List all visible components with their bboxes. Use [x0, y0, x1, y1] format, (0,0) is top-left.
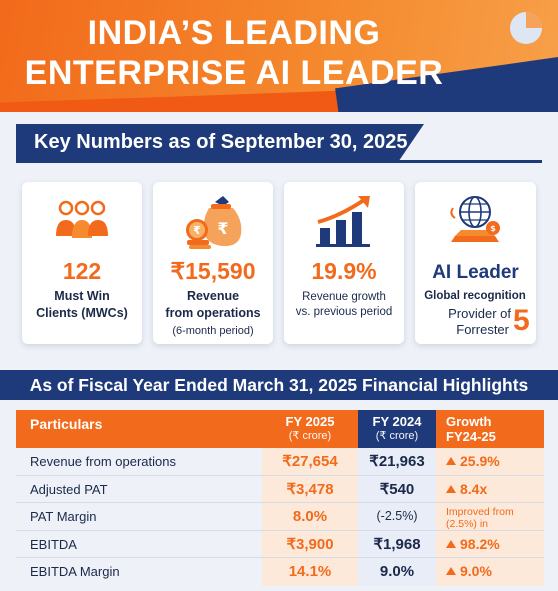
- ai-leader-value: AI Leader: [432, 262, 519, 283]
- table-header: Particulars FY 2025 (₹ crore) FY 2024 (₹…: [16, 410, 544, 448]
- card-revenue: ₹ ₹ ₹15,590 Revenue from operations (6-m…: [153, 182, 273, 344]
- row-growth: 98.2%: [446, 531, 544, 558]
- row-fy2024: (-2.5%): [376, 509, 418, 524]
- mwc-label-line2: Clients (MWCs): [36, 306, 128, 320]
- row-fy2024: ₹540: [379, 480, 415, 498]
- key-numbers-cards: 122 Must Win Clients (MWCs) ₹ ₹ ₹15,590 …: [22, 182, 536, 344]
- card-ai-leader: $ AI Leader Global recognition Provider …: [415, 182, 536, 344]
- header-fy2024-label: FY 2024: [372, 414, 422, 429]
- card-mwc: 122 Must Win Clients (MWCs): [22, 182, 142, 344]
- banner-underline: [16, 160, 542, 163]
- forrester-badge: 5: [513, 304, 530, 337]
- globe-award-icon: $: [450, 196, 500, 242]
- header-fy2024: FY 2024 (₹ crore): [358, 410, 436, 448]
- row-fy2025: ₹3,478: [286, 480, 334, 498]
- svg-text:₹: ₹: [193, 224, 201, 237]
- key-numbers-banner: Key Numbers as of September 30, 2025: [16, 124, 424, 160]
- growth-value: 19.9%: [311, 258, 377, 284]
- header-growth-label: Growth: [446, 414, 492, 429]
- header-fy2024-unit: (₹ crore): [375, 430, 419, 442]
- ai-leader-line1: Global recognition: [424, 290, 526, 302]
- title-line-1: INDIA’S LEADING: [87, 14, 381, 52]
- mwc-value: 122: [62, 258, 102, 284]
- row-growth: 25.9%: [446, 448, 544, 475]
- header-banner: INDIA’S LEADING ENTERPRISE AI LEADER: [0, 0, 558, 112]
- card-growth: 19.9% Revenue growth vs. previous period: [284, 182, 404, 344]
- row-growth-value: 98.2%: [460, 535, 500, 552]
- svg-text:₹: ₹: [217, 219, 228, 238]
- header-growth-period: FY24-25: [446, 429, 496, 444]
- pie-chart-icon: [510, 12, 542, 44]
- header-particulars: Particulars: [30, 416, 103, 432]
- ai-leader-line3: Forrester: [456, 322, 509, 337]
- fy2024-column-bg: [358, 448, 436, 586]
- table-row: PAT Margin 8.0% (-2.5%) Improved from (2…: [16, 503, 544, 531]
- up-arrow-icon: [446, 567, 456, 576]
- revenue-value: ₹15,590: [170, 258, 256, 284]
- row-fy2025: ₹3,900: [286, 535, 334, 553]
- table-row: EBITDA Margin 14.1% 9.0% 9.0%: [16, 558, 544, 586]
- table-row: EBITDA ₹3,900 ₹1,968 98.2%: [16, 531, 544, 559]
- money-bag-icon: ₹ ₹: [186, 196, 242, 249]
- row-fy2024: ₹21,963: [369, 453, 425, 470]
- revenue-label-line1: Revenue: [186, 289, 240, 303]
- row-label: Adjusted PAT: [30, 481, 108, 497]
- growth-column-bg: [436, 448, 544, 586]
- mwc-label: Must Win Clients (MWCs): [26, 288, 138, 322]
- header-fy2025: FY 2025 (₹ crore): [262, 414, 358, 452]
- growth-label-line1: Revenue growth: [302, 291, 386, 303]
- growth-chart-icon: [316, 196, 370, 247]
- row-label: EBITDA Margin: [30, 564, 120, 580]
- row-growth: 9.0%: [446, 558, 544, 585]
- financial-highlights-table: Particulars FY 2025 (₹ crore) FY 2024 (₹…: [16, 410, 544, 586]
- row-growth-value: 9.0%: [460, 563, 492, 580]
- header-growth: Growth FY24-25: [436, 414, 544, 452]
- svg-text:$: $: [490, 224, 496, 233]
- title-line-2: ENTERPRISE AI LEADER: [24, 54, 444, 92]
- row-growth-value: 8.4x: [460, 480, 488, 497]
- growth-label-line2: vs. previous period: [295, 306, 393, 318]
- revenue-period: (6-month period): [172, 325, 254, 337]
- header-fy2025-label: FY 2025: [285, 414, 335, 429]
- up-arrow-icon: [446, 484, 456, 493]
- fiscal-highlights-banner: As of Fiscal Year Ended March 31, 2025 F…: [0, 370, 558, 400]
- up-arrow-icon: [446, 539, 456, 548]
- row-label: PAT Margin: [30, 509, 97, 525]
- row-growth-note: Improved from (2.5%) in: [446, 506, 514, 531]
- row-fy2024: ₹1,968: [373, 535, 421, 553]
- header-fy2025-unit: (₹ crore): [288, 430, 332, 442]
- row-fy2025: 8.0%: [292, 508, 328, 526]
- ai-leader-line2: Provider of: [448, 306, 511, 321]
- fy2025-column-bg: [262, 448, 358, 586]
- table-row: Revenue from operations ₹27,654 ₹21,963 …: [16, 448, 544, 476]
- mwc-label-line1: Must Win: [54, 289, 110, 303]
- revenue-label-line2: from operations: [165, 306, 261, 320]
- row-label: EBITDA: [30, 536, 77, 552]
- people-icon: [56, 200, 108, 238]
- row-growth: 8.4x: [446, 476, 544, 503]
- row-fy2025: ₹27,654: [282, 453, 338, 470]
- up-arrow-icon: [446, 457, 456, 465]
- row-growth-value: 25.9%: [460, 453, 500, 469]
- row-fy2025: 14.1%: [288, 563, 332, 581]
- table-row: Adjusted PAT ₹3,478 ₹540 8.4x: [16, 476, 544, 504]
- revenue-label: Revenue from operations: [157, 288, 269, 322]
- row-label: Revenue from operations: [30, 454, 176, 469]
- row-fy2024: 9.0%: [379, 563, 415, 581]
